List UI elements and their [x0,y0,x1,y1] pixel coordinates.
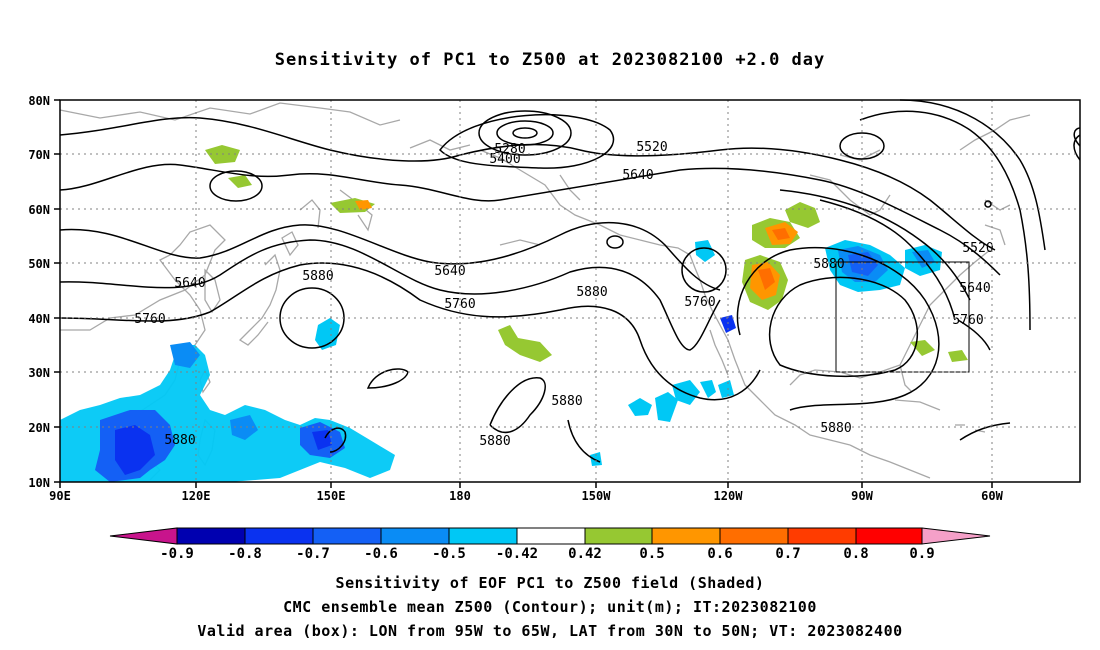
colorbar-label: -0.9 [160,546,194,562]
colorbar-segment [855,527,923,545]
colorbar-label: 0.42 [568,546,602,562]
colorbar-segment [719,527,789,545]
lon-label: 90W [851,489,873,503]
caption-valid-area: Valid area (box): LON from 95W to 65W, L… [197,622,903,640]
map-title: Sensitivity of PC1 to Z500 at 2023082100… [274,50,826,70]
colorbar-label: 0.7 [775,546,800,562]
contour-label: 5880 [164,433,195,448]
lon-label: 120E [182,489,211,503]
lat-label: 10N [28,476,50,490]
contour-label: 5880 [820,421,851,436]
lat-label: 30N [28,366,50,380]
contour-labels: 5280 5400 5520 5640 5640 5640 5760 5760 … [134,140,993,449]
contour-label: 5640 [434,264,465,279]
lon-label: 120W [714,489,744,503]
colorbar-label: -0.42 [496,546,538,562]
contour-label: 5760 [134,312,165,327]
colorbar-segment [448,527,518,545]
colorbar-segment [651,527,721,545]
caption-shading: Sensitivity of EOF PC1 to Z500 field (Sh… [335,574,765,592]
contour-label: 5400 [489,152,520,167]
colorbar-label: -0.8 [228,546,262,562]
contour-label: 5880 [813,257,844,272]
coastlines [59,102,1031,481]
lat-label: 40N [28,312,50,326]
contour-label: 5640 [622,168,653,183]
lon-label: 150W [582,489,612,503]
valid-area-box [835,261,970,373]
colorbar-segment [584,527,653,545]
contour-label: 5880 [576,285,607,300]
colorbar-label: 0.6 [707,546,732,562]
colorbar-high-extension [921,527,991,545]
z500-contours [59,99,1081,463]
colorbar-label: 0.5 [639,546,664,562]
colorbar-label: 0.9 [909,546,934,562]
colorbar-segment [787,527,857,545]
lat-label: 50N [28,257,50,271]
colorbar-segment [516,527,586,545]
contour-label: 5520 [962,241,993,256]
colorbar-segment [380,527,450,545]
lon-label: 90E [49,489,71,503]
contour-label: 5520 [636,140,667,155]
caption-contour: CMC ensemble mean Z500 (Contour); unit(m… [283,598,817,616]
colorbar: -0.9 -0.8 -0.7 -0.6 -0.5 -0.42 0.42 0.5 … [109,527,991,562]
latitude-labels: 80N 70N 60N 50N 40N 30N 20N 10N [28,94,50,490]
contour-label: 5280 [494,142,525,157]
colorbar-low-extension [109,527,178,545]
colorbar-label: -0.7 [296,546,330,562]
colorbar-segment [244,527,314,545]
gridlines [60,100,1080,482]
colorbar-segment [312,527,382,545]
lat-label: 20N [28,421,50,435]
lon-label: 180 [449,489,471,503]
contour-label: 5880 [551,394,582,409]
lat-label: 70N [28,148,50,162]
lon-label: 150E [317,489,346,503]
contour-label: 5640 [174,276,205,291]
contour-label: 5880 [479,434,510,449]
map-frame [59,99,1081,483]
contour-label: 5760 [952,313,983,328]
longitude-labels: 90E 120E 150E 180 150W 120W 90W 60W [49,489,1003,503]
contour-label: 5640 [959,281,990,296]
colorbar-label: -0.6 [364,546,398,562]
sensitivity-shading [60,145,968,482]
contour-label: 5880 [302,269,333,284]
colorbar-label: -0.5 [432,546,466,562]
colorbar-label: 0.8 [843,546,868,562]
contour-label: 5760 [684,295,715,310]
lon-label: 60W [981,489,1003,503]
colorbar-segment [176,527,246,545]
lat-label: 80N [28,94,50,108]
lat-label: 60N [28,203,50,217]
tick-marks [54,99,993,488]
